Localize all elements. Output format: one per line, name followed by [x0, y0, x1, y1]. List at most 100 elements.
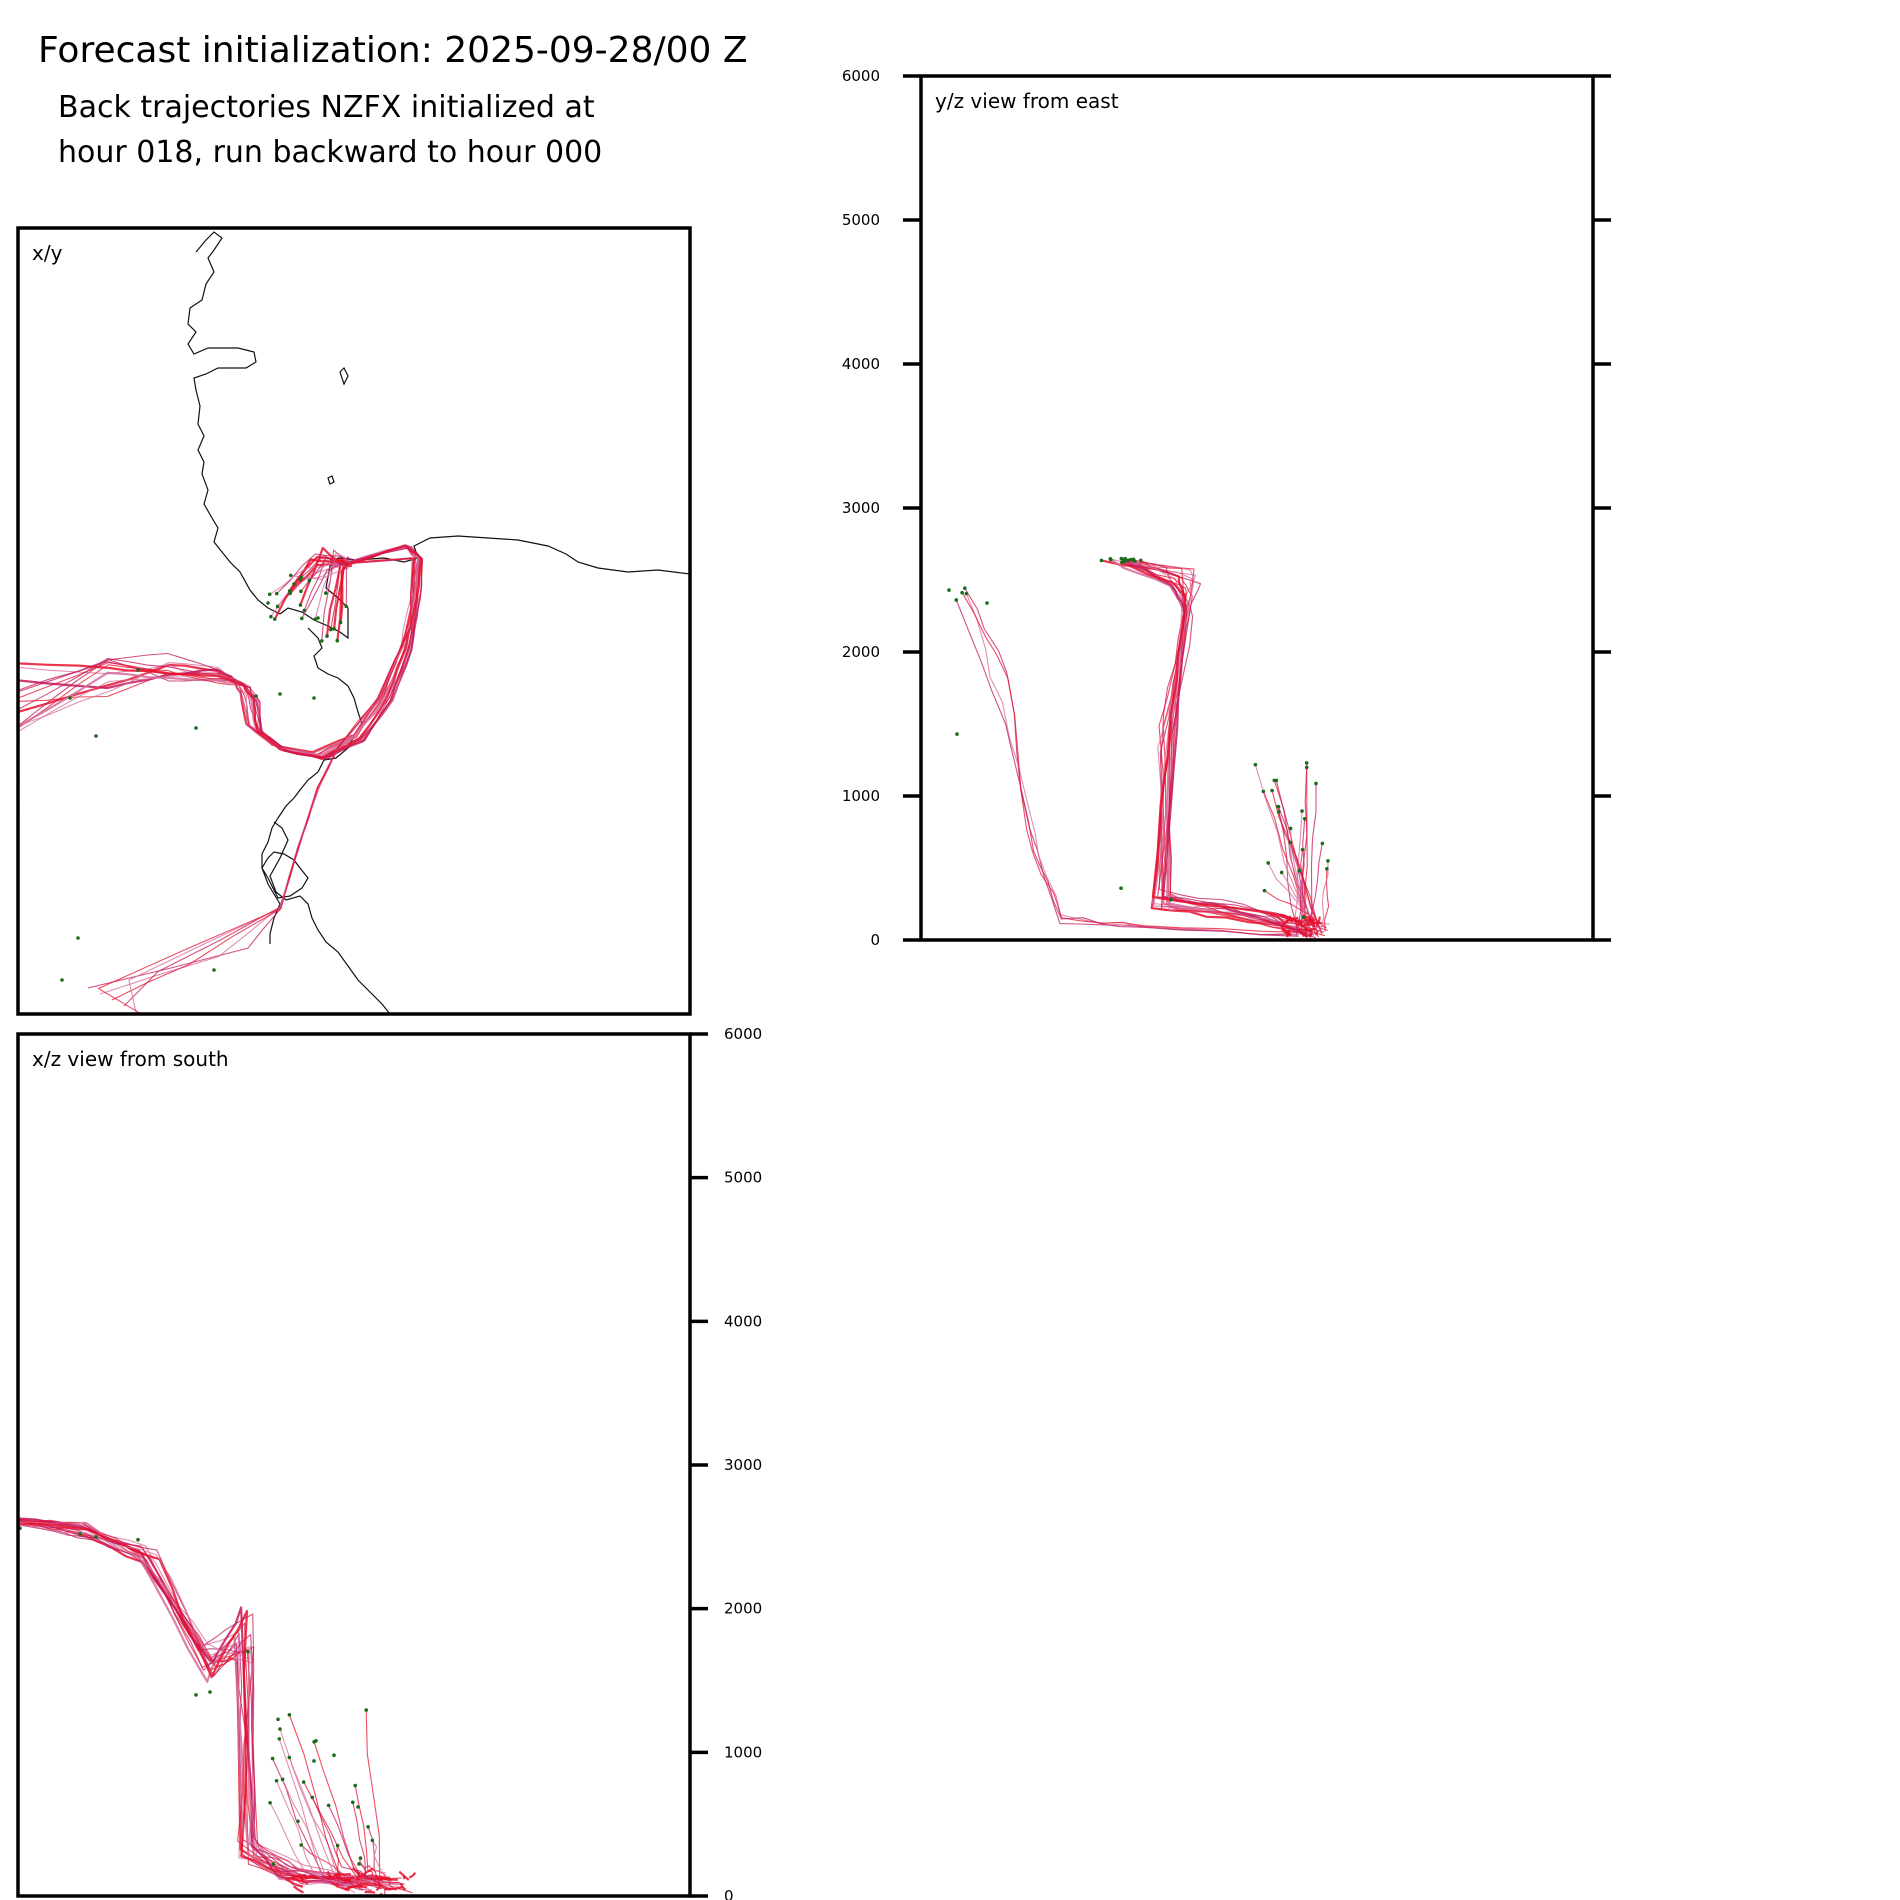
- yz-trajectories: [955, 557, 1330, 940]
- xz-endpoint-marker: [314, 1739, 318, 1743]
- yz-trajectory-line: [1308, 932, 1312, 938]
- xz-endpoint-marker: [312, 1759, 316, 1763]
- yz-endpoint-marker: [960, 590, 964, 595]
- yz-endpoint-marker: [1276, 810, 1281, 814]
- yz-view-panel: y/z view from east 0 1000 2000 3000 4000 5000…: [842, 67, 1611, 949]
- y-tick-label: 2000: [724, 1600, 762, 1618]
- xz-trajectory-line: [18, 1521, 390, 1886]
- xz-trajectory-line: [359, 1857, 369, 1879]
- xz-trajectory-line: [359, 1867, 374, 1878]
- xy-map-panel: x/y: [16, 226, 692, 1016]
- xz-endpoint-marker: [278, 1727, 282, 1731]
- xz-endpoint-marker: [194, 1693, 198, 1697]
- xy-endpoint-marker: [266, 601, 270, 605]
- xz-endpoint-marker: [366, 1825, 370, 1829]
- xz-endpoint-marker: [335, 1843, 340, 1848]
- xy-endpoint-marker: [274, 591, 279, 596]
- yz-endpoint-marker: [1300, 809, 1304, 813]
- xy-trajectory-line: [288, 555, 345, 592]
- xz-trajectory-line: [18, 1518, 354, 1885]
- xy-endpoint-marker: [335, 638, 340, 643]
- xy-plot-area: [18, 231, 690, 1014]
- xz-endpoint-marker: [353, 1783, 358, 1788]
- yz-endpoint-marker: [1288, 840, 1293, 845]
- xy-endpoint-marker: [323, 591, 328, 595]
- yz-endpoint-marker: [1301, 915, 1306, 920]
- xz-endpoint-marker: [277, 1737, 282, 1741]
- xz-trajectory-line: [18, 1521, 402, 1883]
- yz-trajectory-line: [1289, 842, 1312, 940]
- xz-trajectory-line: [293, 1885, 305, 1894]
- xy-endpoint-marker: [272, 617, 277, 621]
- yz-endpoint-markers: [947, 556, 1330, 920]
- xy-endpoint-marker: [344, 604, 348, 609]
- xz-trajectory-line: [275, 1780, 356, 1894]
- xy-trajectory-line: [18, 545, 423, 760]
- yz-trajectory-line: [1123, 558, 1306, 925]
- xz-trajectory-line: [18, 1519, 356, 1887]
- y-tick-label: 1000: [842, 787, 880, 805]
- xz-endpoint-marker: [299, 1843, 304, 1847]
- xy-trajectory-line: [111, 557, 414, 1001]
- yz-trajectory-line: [1110, 558, 1330, 925]
- y-tick-label: 2000: [842, 643, 880, 661]
- yz-trajectory-line: [961, 592, 1303, 933]
- yz-panel-label: y/z view from east: [935, 89, 1119, 113]
- xy-panel-label: x/y: [32, 241, 63, 265]
- xz-endpoint-marker: [246, 1649, 250, 1654]
- y-tick-label: 0: [870, 931, 880, 949]
- xy-trajectory-line: [269, 563, 347, 595]
- coastline-south: [269, 821, 391, 1014]
- xz-endpoint-marker: [364, 1708, 369, 1712]
- xz-trajectory-line: [288, 1757, 387, 1884]
- yz-endpoint-marker: [1304, 765, 1309, 770]
- xz-endpoint-marker: [356, 1805, 360, 1809]
- yz-trajectory-line: [1316, 916, 1321, 925]
- xz-trajectory-line: [408, 1871, 417, 1879]
- xy-trajectory-line: [18, 545, 417, 754]
- xy-trajectory-line: [128, 556, 413, 1013]
- xz-trajectory-line: [377, 1882, 381, 1886]
- y-tick-label: 5000: [842, 211, 880, 229]
- xy-endpoint-marker: [60, 978, 64, 982]
- xz-trajectory-line: [375, 1883, 383, 1892]
- xz-trajectory-line: [273, 1863, 345, 1887]
- y-tick-label: 6000: [724, 1025, 762, 1043]
- coastline-bay: [261, 851, 309, 899]
- xy-endpoint-marker: [312, 696, 316, 700]
- yz-endpoint-marker: [1325, 867, 1329, 871]
- yz-endpoint-marker: [1304, 761, 1309, 765]
- yz-endpoint-marker: [1300, 847, 1305, 852]
- yz-endpoint-marker: [1099, 558, 1104, 563]
- xz-endpoint-marker: [268, 1800, 272, 1805]
- xz-trajectory-line: [398, 1870, 410, 1881]
- yz-endpoint-marker: [985, 601, 989, 605]
- island-small-1: [339, 366, 349, 386]
- yz-trajectory-line: [1285, 930, 1292, 937]
- xz-trajectory-line: [399, 1882, 407, 1891]
- xy-endpoint-marker: [94, 734, 98, 738]
- yz-trajectory-line: [1303, 762, 1308, 938]
- yz-endpoint-marker: [1132, 559, 1137, 563]
- xy-endpoint-marker: [275, 604, 280, 609]
- xy-endpoint-marker: [194, 726, 198, 730]
- xy-endpoint-marker: [325, 634, 329, 638]
- xz-panel-label: x/z view from south: [32, 1047, 229, 1071]
- y-tick-label: 3000: [724, 1456, 762, 1474]
- xz-trajectory-line: [18, 1521, 363, 1891]
- island-small-2: [327, 475, 335, 485]
- xy-trajectory-line: [123, 557, 414, 1007]
- xz-endpoint-marker: [358, 1856, 363, 1860]
- xz-trajectory-line: [352, 1866, 362, 1878]
- xy-endpoint-marker: [287, 589, 292, 593]
- xy-endpoint-marker: [313, 617, 317, 622]
- xz-endpoint-marker: [287, 1713, 292, 1717]
- yz-trajectory-line: [1293, 810, 1303, 925]
- yz-trajectory-line: [1140, 559, 1310, 927]
- xy-endpoint-marker: [289, 573, 293, 578]
- xz-trajectory-line: [291, 1877, 309, 1885]
- xz-trajectory-line: [18, 1517, 377, 1878]
- xz-trajectory-line: [371, 1840, 387, 1879]
- xz-view-panel: x/z view from south 0 1000 2000 3000 4000 500…: [16, 1025, 762, 1900]
- xy-endpoint-marker: [328, 627, 333, 632]
